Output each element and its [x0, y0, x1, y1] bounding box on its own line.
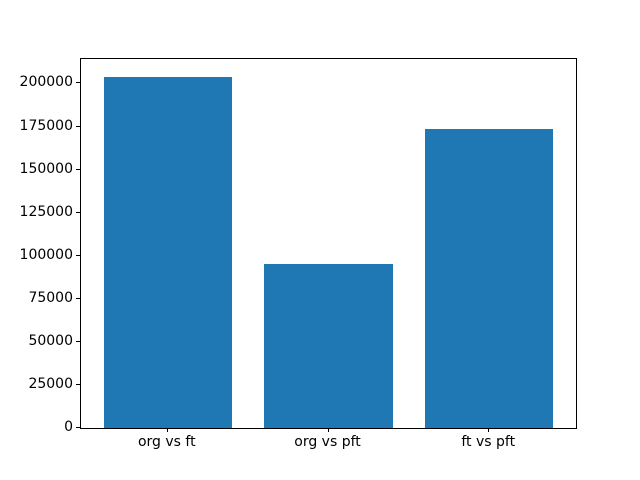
y-tick-label: 75000 [28, 289, 73, 306]
y-tick-mark [76, 340, 80, 342]
y-tick-label: 175000 [19, 117, 73, 134]
y-tick-mark [76, 125, 80, 127]
y-tick-mark [76, 211, 80, 213]
y-tick-mark [76, 254, 80, 256]
y-tick-label: 100000 [19, 246, 73, 263]
y-tick-label: 200000 [19, 74, 73, 91]
y-tick-label: 150000 [19, 160, 73, 177]
y-tick-mark [76, 168, 80, 170]
plot-area [80, 58, 577, 429]
x-tick-label: org vs ft [137, 434, 196, 450]
x-tick-label: org vs pft [294, 434, 361, 450]
x-tick-mark [488, 428, 490, 432]
y-tick-label: 50000 [28, 332, 73, 349]
y-tick-label: 0 [64, 419, 73, 435]
y-tick-mark [76, 82, 80, 84]
y-tick-mark [76, 427, 80, 428]
bar-org-vs-ft [103, 76, 233, 428]
x-tick-label: ft vs pft [461, 434, 516, 450]
y-tick-label: 125000 [19, 203, 73, 220]
x-tick-mark [166, 428, 168, 432]
bar-ft-vs-pft [424, 129, 554, 428]
y-tick-mark [76, 297, 80, 299]
bar-org-vs-pft [264, 264, 393, 428]
y-tick-label: 25000 [28, 375, 73, 392]
x-tick-mark [327, 428, 329, 432]
y-tick-mark [76, 383, 80, 385]
